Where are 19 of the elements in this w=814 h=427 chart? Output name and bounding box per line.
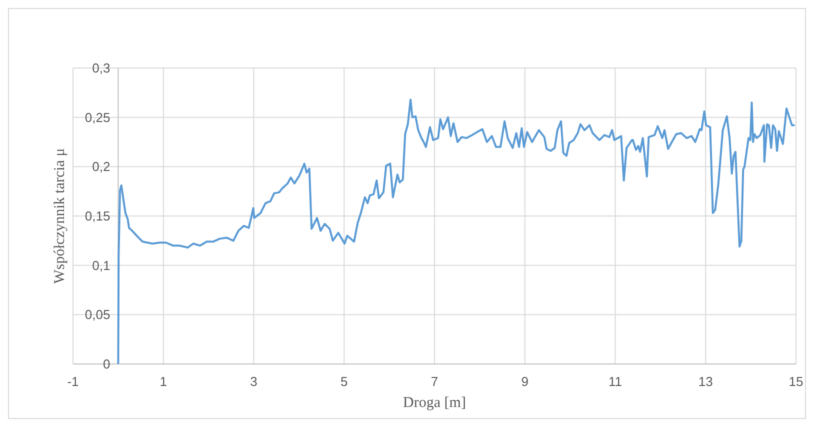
x-tick-label: 3 [250, 374, 258, 389]
line-series [117, 98, 796, 365]
y-axis-title: Współczynnik tarcia μ [52, 148, 68, 284]
x-tick-label: 1 [160, 374, 167, 389]
x-tick-label: 15 [788, 374, 804, 389]
x-tick-label: 7 [430, 374, 438, 389]
y-tick-label: 0,3 [92, 60, 110, 76]
y-tick-label: 0,1 [92, 258, 110, 273]
x-axis-title: Droga [m] [403, 395, 466, 411]
x-tick-label: 5 [340, 374, 348, 389]
x-tick-label: 9 [521, 374, 528, 389]
y-tick-label: 0,25 [84, 110, 110, 125]
x-tick-label: -1 [67, 374, 79, 389]
y-tick-label: 0,05 [84, 307, 110, 322]
x-tick-label: 13 [698, 374, 713, 389]
y-tick-label: 0 [102, 356, 110, 372]
x-tick-label: 11 [608, 374, 622, 389]
y-tick-label: 0,2 [92, 159, 110, 174]
y-tick-label: 0,15 [84, 208, 110, 224]
